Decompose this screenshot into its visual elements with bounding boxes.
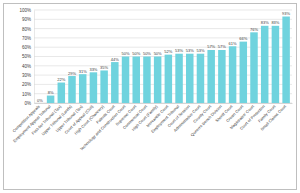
- data-label: 53%: [186, 48, 194, 53]
- bar: [197, 54, 204, 103]
- y-tick-label: 20%: [22, 82, 31, 87]
- y-tick: 0%: [24, 101, 34, 106]
- bar: [58, 83, 65, 103]
- y-tick-label: 60%: [22, 45, 31, 50]
- data-label: 93%: [282, 11, 290, 16]
- bars: [47, 17, 290, 103]
- y-tick: 50%: [22, 54, 34, 59]
- y-tick-label: 30%: [22, 73, 31, 78]
- data-label: 83%: [271, 20, 279, 25]
- data-label: 66%: [239, 36, 247, 41]
- bar: [165, 55, 172, 103]
- data-label: 57%: [218, 44, 226, 49]
- data-label: 8%: [48, 90, 54, 95]
- data-label: 29%: [68, 71, 76, 76]
- y-tick-label: 50%: [22, 54, 31, 59]
- chart-frame: [4, 4, 297, 190]
- y-tick: 90%: [22, 17, 34, 22]
- y-tick: 60%: [22, 45, 34, 50]
- data-label: 50%: [143, 51, 151, 56]
- chart: 0% 10% 20% 30% 40% 50% 60% 70% 80% 90% 100% Competi…: [0, 0, 300, 193]
- bar: [282, 17, 289, 103]
- bar: [207, 50, 214, 103]
- x-axis-line: [35, 103, 293, 104]
- plot: 0% 10% 20% 30% 40% 50% 60% 70% 80% 90% 100% Competi…: [11, 8, 292, 152]
- data-label: 33%: [89, 67, 97, 72]
- data-label: 0%: [37, 98, 43, 103]
- data-label: 31%: [79, 69, 87, 74]
- bar: [122, 57, 129, 104]
- bar: [143, 57, 150, 104]
- y-axis: 0% 10% 20% 30% 40% 50% 60% 70% 80% 90% 100%: [19, 8, 34, 106]
- grid: [34, 10, 292, 103]
- bar: [261, 26, 268, 103]
- y-tick: 30%: [22, 73, 34, 78]
- bar: [175, 54, 182, 103]
- y-tick: 70%: [22, 36, 34, 41]
- bar: [90, 72, 97, 103]
- y-tick-label: 0%: [24, 101, 31, 106]
- data-label: 53%: [175, 48, 183, 53]
- bar: [47, 96, 54, 103]
- x-tick: Small Claims Court: [259, 103, 287, 132]
- y-tick: 10%: [22, 92, 34, 97]
- y-tick-label: 10%: [22, 92, 31, 97]
- data-label: 44%: [111, 57, 119, 62]
- bar: [250, 32, 257, 103]
- data-label: 57%: [207, 44, 215, 49]
- x-tick: Technology and Construction Court: [79, 103, 127, 152]
- y-tick: 20%: [22, 82, 34, 87]
- bar: [240, 42, 247, 103]
- bar: [68, 76, 75, 103]
- bar: [218, 50, 225, 103]
- bar: [79, 74, 86, 103]
- y-tick: 100%: [19, 8, 34, 13]
- bar: [100, 70, 107, 103]
- bar: [229, 46, 236, 103]
- data-label: 50%: [154, 51, 162, 56]
- bar: [186, 54, 193, 103]
- y-axis-line: [34, 11, 35, 104]
- y-tick-label: 40%: [22, 64, 31, 69]
- data-label: 76%: [250, 27, 258, 32]
- data-labels: 0%8%22%29%31%33%35%44%50%50%50%50%52%53%…: [37, 11, 291, 102]
- y-tick-label: 70%: [22, 36, 31, 41]
- bar: [36, 103, 43, 104]
- data-label: 50%: [132, 51, 140, 56]
- y-tick-label: 80%: [22, 27, 31, 32]
- x-tick-label: Technology and Construction Court: [79, 103, 127, 151]
- data-label: 83%: [261, 20, 269, 25]
- y-tick-label: 100%: [19, 8, 31, 13]
- grid-line: [34, 19, 292, 20]
- grid-line: [34, 10, 292, 11]
- x-axis: Competition AppealsEmployment Appeal Tri…: [11, 103, 292, 152]
- data-label: 22%: [57, 77, 65, 82]
- x-tick-label: Small Claims Court: [259, 103, 287, 131]
- data-label: 61%: [229, 41, 237, 46]
- bar: [132, 57, 139, 104]
- data-label: 35%: [100, 65, 108, 70]
- y-tick: 80%: [22, 27, 34, 32]
- data-label: 52%: [164, 49, 172, 54]
- y-tick-label: 90%: [22, 17, 31, 22]
- bar: [154, 57, 161, 104]
- bar: [272, 26, 279, 103]
- data-label: 53%: [196, 48, 204, 53]
- bar: [111, 62, 118, 103]
- y-tick: 40%: [22, 64, 34, 69]
- data-label: 50%: [122, 51, 130, 56]
